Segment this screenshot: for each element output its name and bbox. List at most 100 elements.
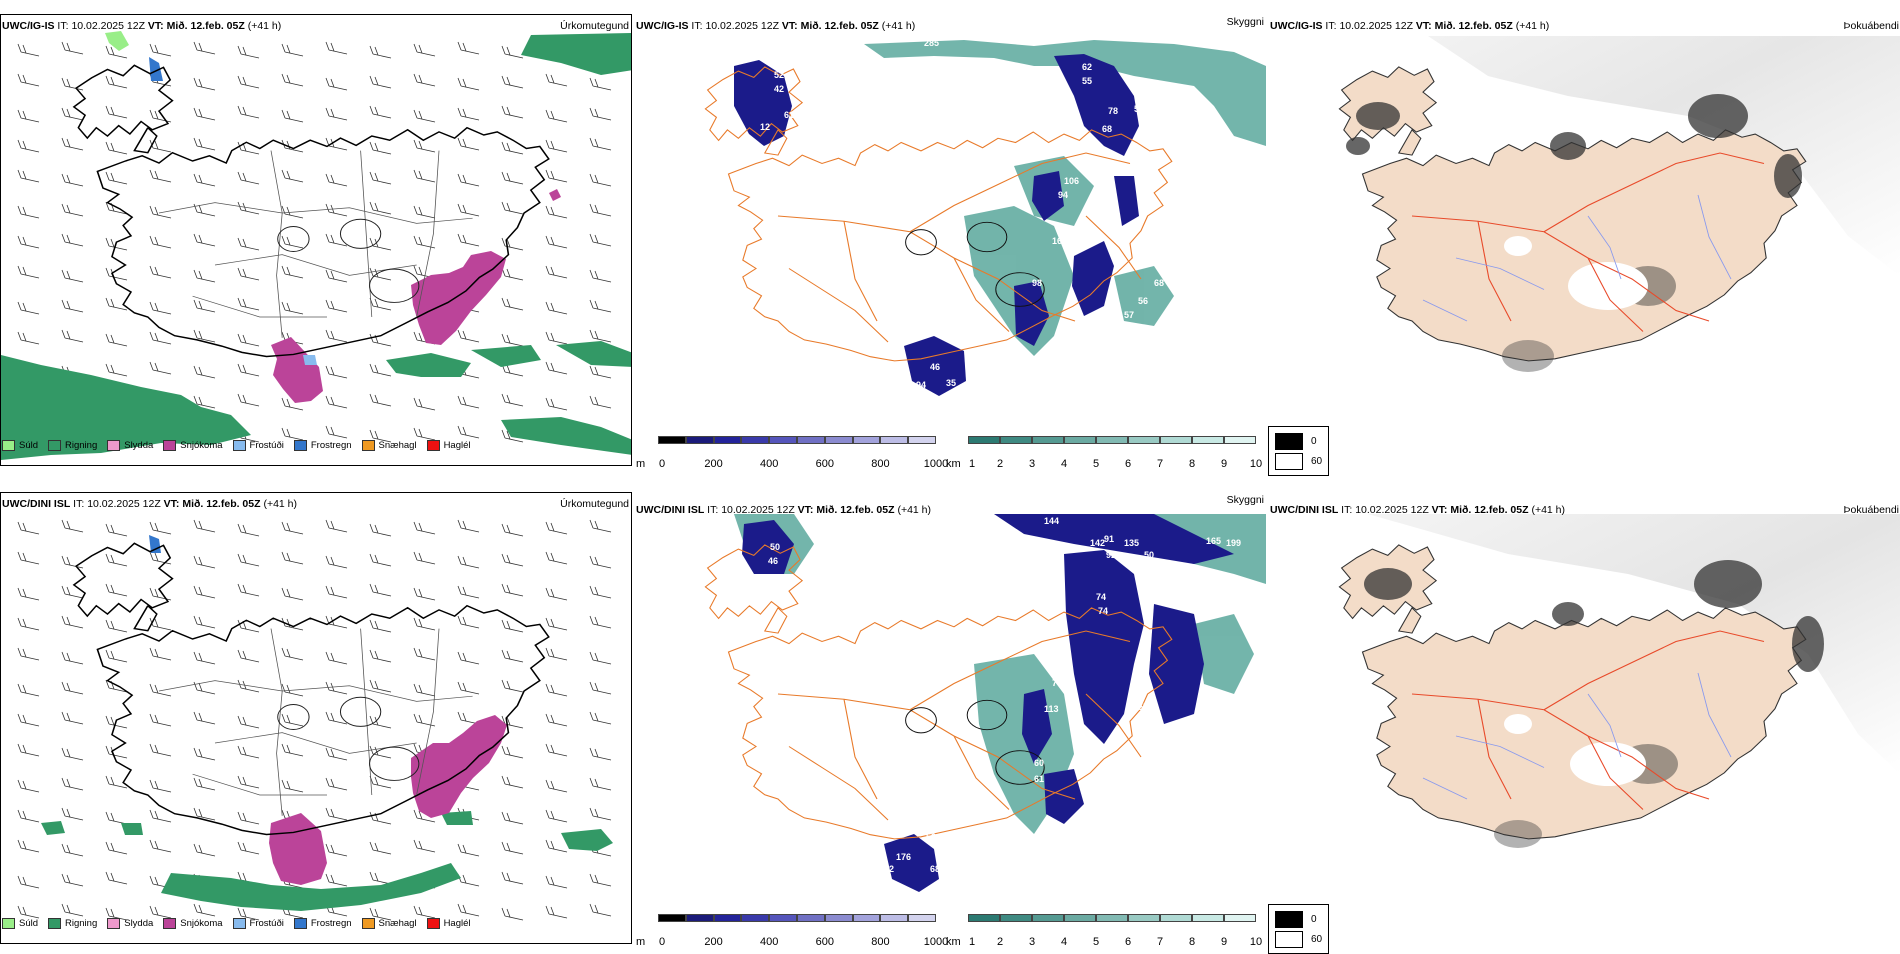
colorbar-segment: [852, 436, 881, 444]
wind-barb: [589, 173, 612, 187]
visibility-value-label: 74: [1096, 592, 1106, 602]
wind-barb: [193, 651, 216, 665]
wind-barb: [457, 425, 480, 439]
wind-barb: [17, 779, 40, 793]
colorbar-tick: 4: [1060, 936, 1068, 948]
colorbar-tick: 800: [871, 936, 890, 948]
wind-barb: [325, 41, 348, 55]
fog-index-panel-row1: UWC/IG-IS IT: 10.02.2025 12Z VT: Mið. 12…: [1268, 14, 1900, 476]
colorbar-tick: 800: [871, 458, 890, 470]
colorbar-segment: [824, 914, 853, 922]
wind-barb: [501, 237, 524, 251]
wind-barb: [369, 237, 392, 251]
wind-barb: [545, 109, 568, 123]
colorbar-tick: 8: [1188, 458, 1196, 470]
wind-barb: [193, 41, 216, 55]
legend-swatch: [2, 918, 15, 929]
wind-barb: [193, 137, 216, 151]
wind-barb: [413, 683, 436, 697]
wind-barbs: [17, 41, 612, 443]
wind-barb: [413, 809, 436, 823]
wind-barb: [237, 841, 260, 855]
visibility-value-label: 16: [1052, 236, 1062, 246]
wind-barb: [281, 109, 304, 123]
wind-barb: [413, 587, 436, 601]
wind-barb: [17, 617, 40, 631]
wind-barb: [501, 745, 524, 759]
wind-barb: [589, 615, 612, 629]
wind-barb: [369, 523, 392, 537]
wind-barb: [545, 205, 568, 219]
visibility-value-label: 50: [1144, 550, 1154, 560]
wind-barb: [413, 397, 436, 411]
visibility-map: 285 62 55 46 52 42 78 55 61 68 90 106 94 16 98 68 56 57 61…: [634, 36, 1266, 432]
wind-barb: [501, 141, 524, 155]
wind-barb: [17, 169, 40, 183]
colorbar-segment: [1032, 436, 1064, 444]
precip-legend-item: Slydda: [107, 918, 153, 929]
wind-barb: [281, 521, 304, 535]
wind-barb: [589, 233, 612, 247]
visibility-value-label: 46: [930, 362, 940, 372]
legend-label: Frostregn: [310, 918, 352, 929]
wind-barb: [369, 171, 392, 185]
wind-barb: [193, 299, 216, 313]
wind-barb: [325, 299, 348, 313]
colorbar-unit: m: [636, 936, 646, 948]
colorbar-unit: km: [946, 936, 961, 948]
colorbar-tick: 400: [760, 458, 779, 470]
legend-swatch: [107, 918, 121, 929]
visibility-value-label: 57: [1124, 310, 1134, 320]
wind-barb: [545, 647, 568, 661]
fog-legend: 0 60: [1268, 426, 1330, 476]
wind-barb: [237, 649, 260, 663]
precip-legend-item: Haglél: [426, 440, 471, 451]
wind-barb: [545, 361, 568, 375]
wind-barb: [149, 839, 172, 853]
visibility-value-label: 144: [1044, 516, 1059, 526]
wind-barb: [281, 427, 304, 441]
colorbar-segment: [1224, 914, 1256, 922]
panel-label: Þokuábendi: [1843, 504, 1899, 516]
visibility-value-label: 42: [774, 84, 784, 94]
wind-barb: [369, 907, 392, 921]
wind-barb: [545, 809, 568, 823]
colorbar-segment: [658, 436, 686, 444]
wind-barb: [281, 647, 304, 661]
wind-barb: [325, 777, 348, 791]
wind-barb: [237, 267, 260, 281]
wind-barb: [149, 617, 172, 631]
legend-label: Snjókoma: [180, 440, 223, 451]
colorbar-segment: [741, 436, 770, 444]
wind-barb: [545, 875, 568, 889]
wind-barb: [237, 775, 260, 789]
wind-barb: [501, 649, 524, 663]
wind-barb: [501, 75, 524, 89]
visibility-colorbar: km 1 2 3 4 5 6 7 8 9 10: [946, 436, 1264, 470]
wind-barb: [413, 169, 436, 183]
wind-barb: [545, 587, 568, 601]
wind-barb: [413, 551, 436, 565]
wind-barb: [17, 43, 40, 57]
precip-legend-item: Snjókoma: [163, 440, 223, 451]
precip-legend: Súld Rigning Slydda Snjókoma Frostúði Frostre…: [2, 918, 471, 929]
wind-barb: [61, 329, 84, 343]
fog-legend-swatch: [1275, 432, 1303, 450]
legend-swatch: [232, 440, 246, 451]
precip-legend: Súld Rigning Slydda Snjókoma Frostúði Frostre…: [2, 440, 471, 451]
colorbar-segment: [908, 436, 936, 444]
visibility-value-label: 142: [1090, 538, 1105, 548]
wind-barb: [149, 331, 172, 345]
wind-barb: [281, 779, 304, 793]
wind-barb: [61, 873, 84, 887]
legend-label: Snæhagl: [378, 918, 417, 929]
fog-legend-row: 60: [1275, 929, 1322, 949]
visibility-value-label: 78: [1108, 106, 1118, 116]
wind-barb: [61, 711, 84, 725]
wind-barb: [237, 333, 260, 347]
visibility-value-label: 105: [1104, 776, 1119, 786]
wind-barb: [149, 905, 172, 919]
legend-swatch: [232, 918, 246, 929]
colorbar-tick: 1: [968, 458, 976, 470]
fog-legend-value: 60: [1311, 933, 1323, 945]
